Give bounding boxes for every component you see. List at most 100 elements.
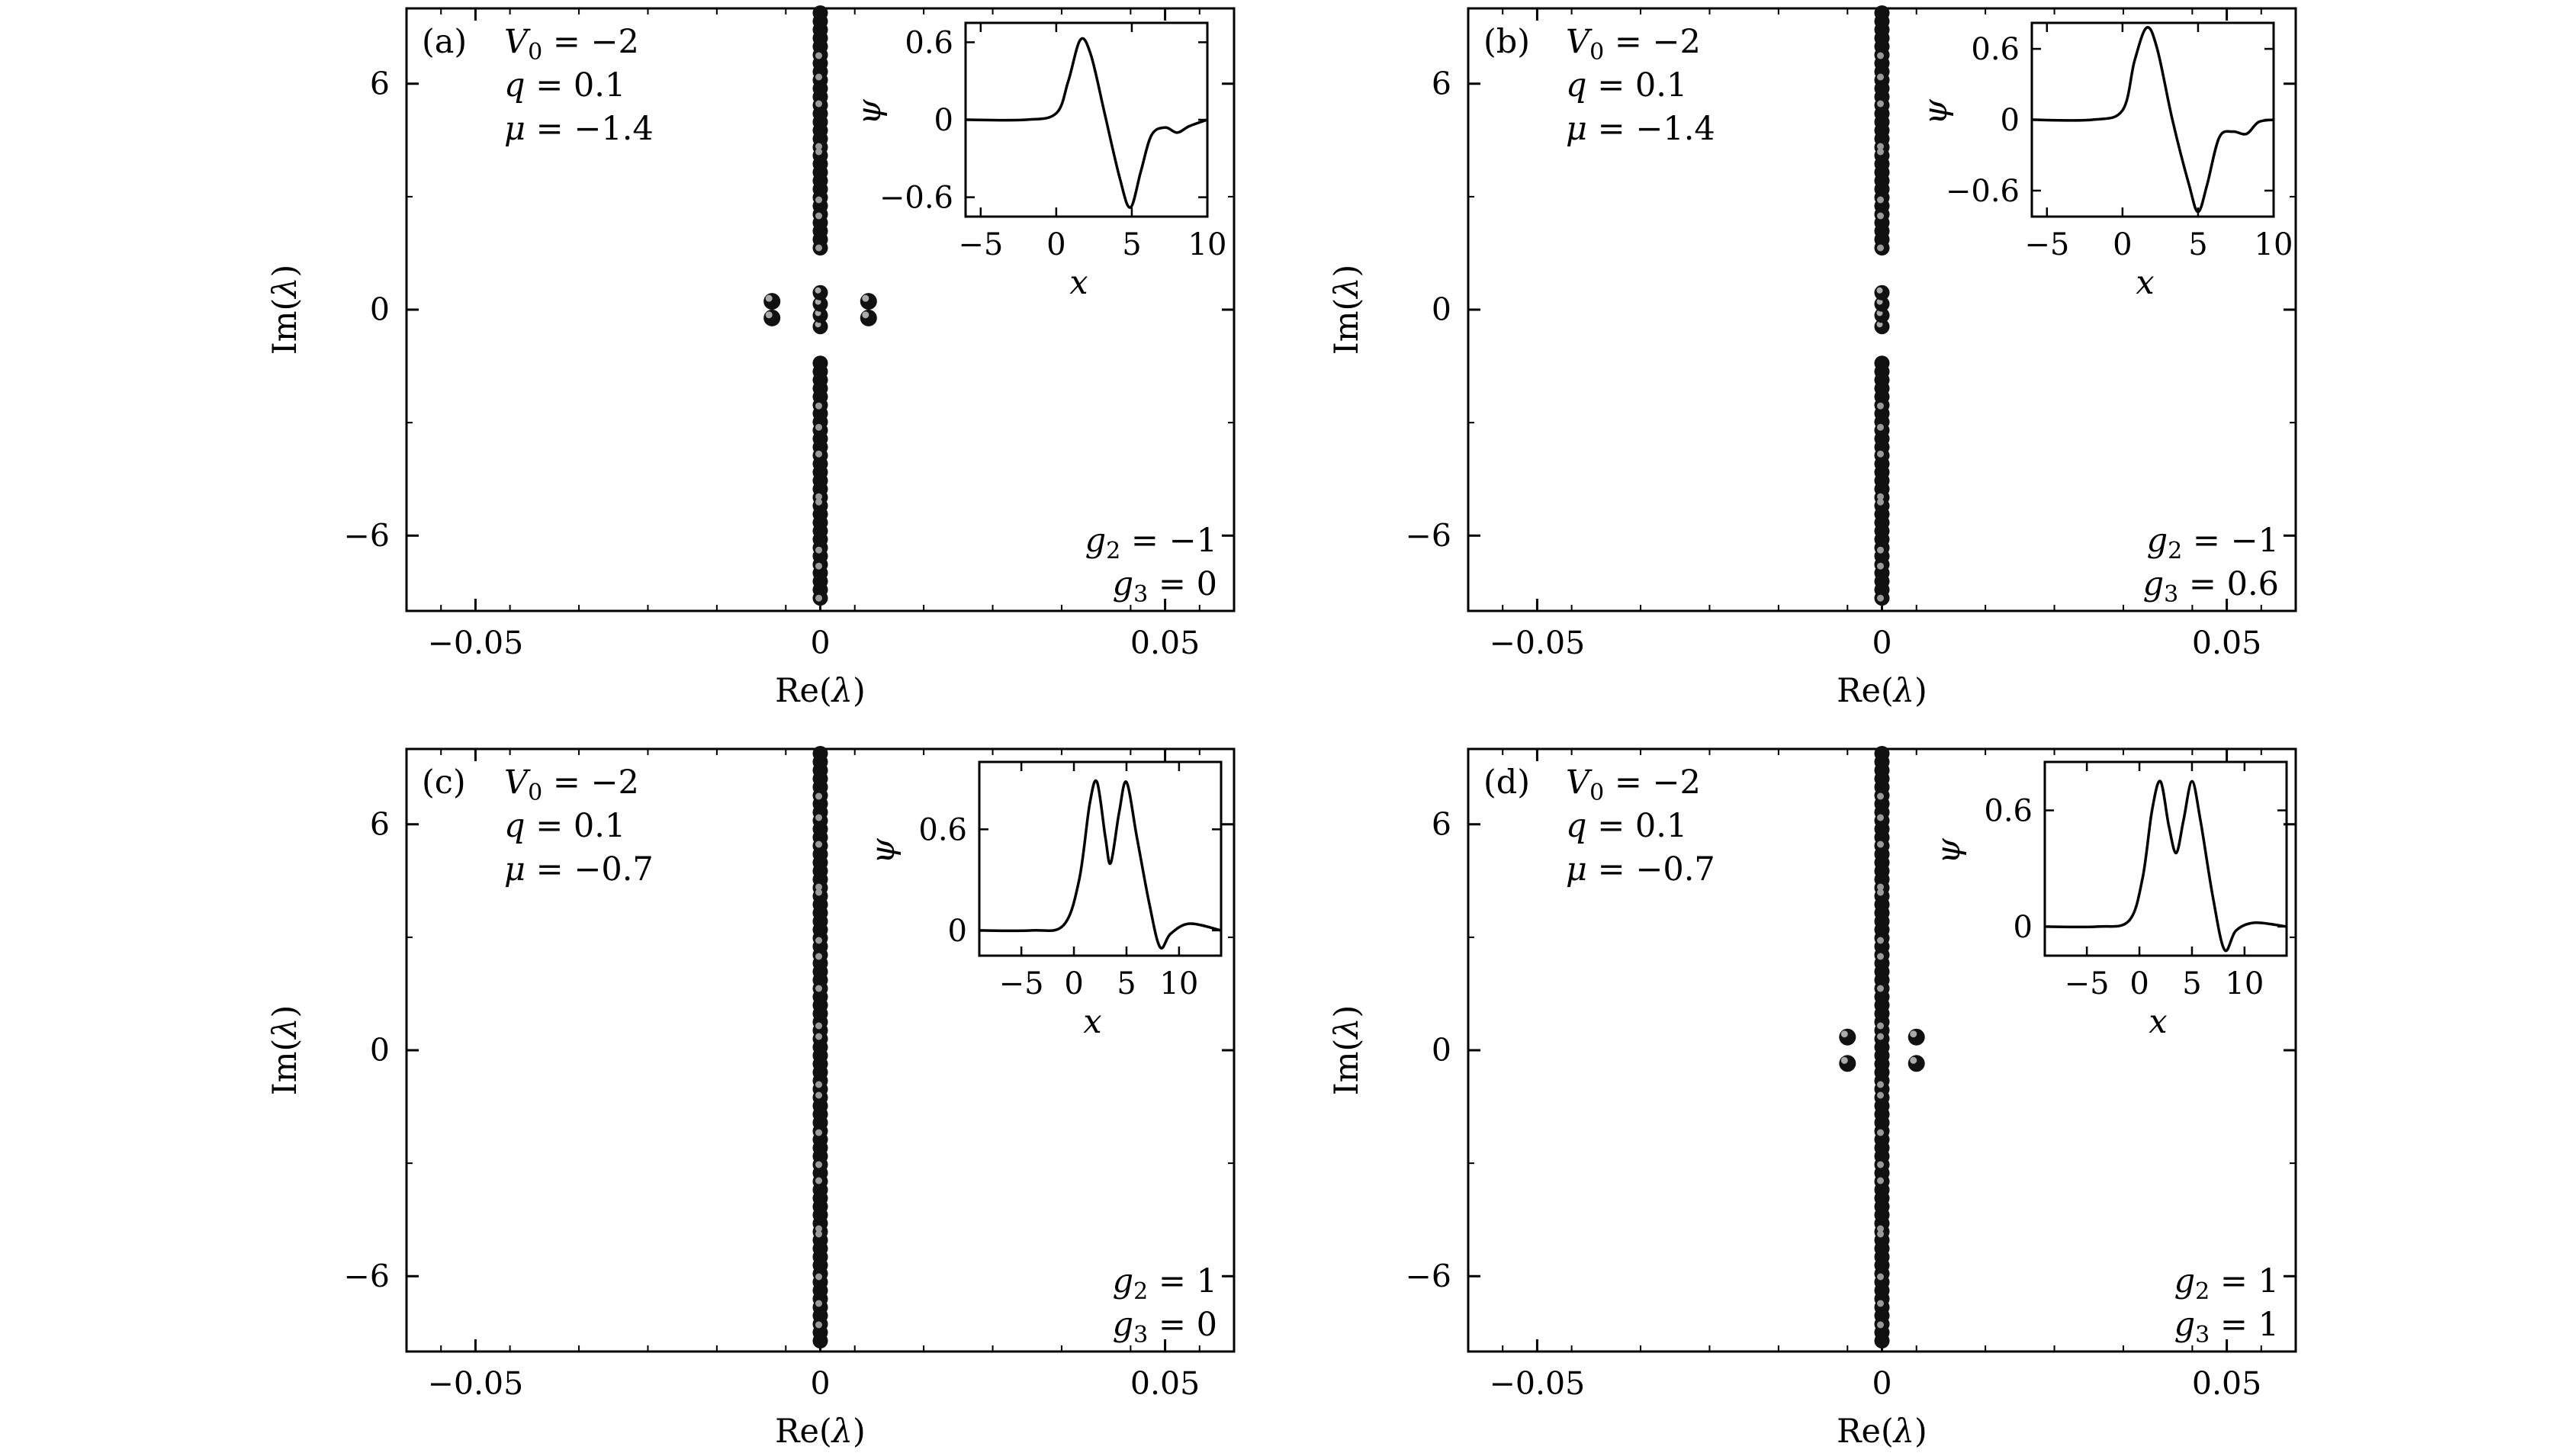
internal-mode-point	[812, 284, 828, 301]
spectrum-point-highlight	[1877, 792, 1884, 800]
inset: −5 0 5 10 0.6 0 −0.6 x ψ	[1917, 21, 2293, 302]
inset-x-tick-label: 10	[1188, 227, 1227, 262]
spectrum-point-highlight	[815, 148, 822, 156]
spectrum-point-highlight	[1877, 100, 1884, 108]
y-tick-label: 6	[1432, 806, 1451, 843]
internal-mode-highlight	[815, 287, 821, 294]
spectrum-point-highlight	[815, 1321, 822, 1329]
panel-a: −0.05 0 0.05 6 0 −6 Re(λ) Im(λ) (a) V0 = −2q = 0.…	[266, 5, 1236, 710]
x-tick-label: 0.05	[1130, 625, 1200, 661]
spectrum-point-highlight	[815, 423, 822, 431]
spectrum-point-highlight	[815, 562, 822, 570]
panel-label: (d)	[1483, 763, 1530, 802]
spectrum-point-highlight	[815, 196, 822, 204]
x-tick-label: 0	[1872, 1365, 1892, 1402]
inset-x-axis-label: x	[1069, 264, 1088, 302]
inset-x-tick-label: 5	[2182, 966, 2201, 1001]
unstable-eigenvalue-point	[1908, 1055, 1925, 1072]
spectrum-point-highlight	[815, 143, 822, 150]
spectrum-point-highlight	[1877, 498, 1884, 506]
x-axis-label: Re(λ)	[775, 672, 866, 710]
spectrum-point	[1874, 1333, 1890, 1348]
parameter-label: V0 = −2	[1566, 763, 1701, 806]
inset-x-tick-label: −5	[958, 227, 1003, 262]
spectrum-point-highlight	[815, 1225, 822, 1233]
unstable-eigenvalue-highlight	[765, 311, 773, 319]
spectrum-point-highlight	[815, 814, 822, 821]
spectrum-point-highlight	[1877, 1022, 1884, 1030]
parameter-label: q = 0.1	[504, 66, 625, 104]
parameter-label: V0 = −2	[504, 763, 639, 806]
inset-psi-curve	[2044, 779, 2287, 953]
parameter-label: μ = −1.4	[504, 110, 654, 148]
inset-x-tick-label: −5	[999, 966, 1044, 1001]
continuous-spectrum-band	[1874, 746, 1890, 1348]
y-tick-label: 6	[370, 66, 390, 102]
coupling-label: g2 = 1	[2174, 1262, 2279, 1305]
x-axis-label: Re(λ)	[775, 1413, 866, 1451]
x-tick-label: 0	[1872, 625, 1892, 661]
spectrum-point-highlight	[815, 594, 822, 602]
inset-x-tick-label: 0	[2113, 227, 2132, 262]
parameter-label: q = 0.1	[1566, 807, 1687, 845]
parameter-label: μ = −0.7	[1566, 850, 1715, 889]
unstable-eigenvalue-highlight	[1910, 1030, 1917, 1038]
coupling-label: g2 = −1	[1085, 522, 1217, 564]
inset-x-axis-label: x	[2149, 1003, 2167, 1041]
spectrum-point-highlight	[815, 1081, 822, 1088]
spectrum-point-highlight	[1877, 1091, 1884, 1099]
spectrum-point-highlight	[1877, 493, 1884, 500]
spectrum-point-highlight	[815, 450, 822, 458]
spectrum-point-highlight	[1877, 450, 1884, 458]
continuous-spectrum-band	[1874, 5, 1890, 256]
parameter-label: V0 = −2	[504, 23, 639, 66]
spectrum-point-highlight	[1877, 883, 1884, 891]
inset-psi-curve	[2031, 26, 2274, 214]
unstable-eigenvalue-point	[860, 293, 877, 310]
spectrum-point-highlight	[815, 883, 822, 891]
x-tick-label: −0.05	[428, 1365, 524, 1402]
inset-y-axis-label: ψ	[1917, 98, 1955, 125]
inset-x-tick-label: 0	[1064, 966, 1083, 1001]
parameter-label: q = 0.1	[1566, 66, 1687, 104]
y-tick-label: 0	[370, 1032, 390, 1069]
inset-x-tick-label: 10	[2225, 966, 2264, 1001]
inset-y-tick-label: 0.6	[905, 25, 953, 60]
spectrum-point-highlight	[1877, 148, 1884, 156]
inset-x-tick-label: 5	[1122, 227, 1141, 262]
spectrum-point-highlight	[815, 1177, 822, 1184]
spectrum-point-highlight	[1877, 402, 1884, 410]
spectrum-point-highlight	[1877, 937, 1884, 944]
unstable-eigenvalue-point	[860, 309, 877, 326]
inset-x-tick-label: 0	[2129, 966, 2149, 1001]
spectrum-point-highlight	[1877, 1273, 1884, 1281]
continuous-spectrum-band	[812, 746, 828, 1348]
spectrum-point-highlight	[815, 1161, 822, 1168]
inset-x-axis-label: x	[1083, 1003, 1101, 1041]
panel-label: (c)	[422, 763, 466, 802]
spectrum-point-highlight	[815, 1033, 822, 1040]
y-tick-label: 6	[1432, 66, 1451, 102]
internal-mode-point	[1874, 284, 1890, 301]
spectrum-point-highlight	[815, 889, 822, 896]
spectrum-point-highlight	[1877, 1129, 1884, 1136]
parameter-label: V0 = −2	[1566, 23, 1701, 66]
y-axis-label: Im(λ)	[1328, 265, 1366, 355]
inset-y-tick-label: −0.6	[1946, 174, 2020, 209]
inset-y-tick-label: 0	[948, 914, 967, 949]
inset-y-tick-label: 0	[2014, 910, 2033, 945]
internal-mode-highlight	[1876, 287, 1883, 294]
spectrum-point-highlight	[815, 493, 822, 500]
x-tick-label: 0.05	[2192, 625, 2261, 661]
spectrum-point-highlight	[815, 212, 822, 220]
unstable-eigenvalue-highlight	[1910, 1056, 1917, 1064]
panel-b: −0.05 0 0.05 6 0 −6 Re(λ) Im(λ) (b) V0 = −2q = 0.…	[1328, 5, 2297, 710]
spectrum-point-highlight	[815, 1230, 822, 1238]
inset-x-tick-label: −5	[2065, 966, 2110, 1001]
inset-y-axis-label: ψ	[864, 837, 902, 864]
inset-y-tick-label: 0.6	[1971, 32, 2020, 67]
spectrum-point-highlight	[815, 52, 822, 59]
spectrum-point-highlight	[815, 546, 822, 554]
